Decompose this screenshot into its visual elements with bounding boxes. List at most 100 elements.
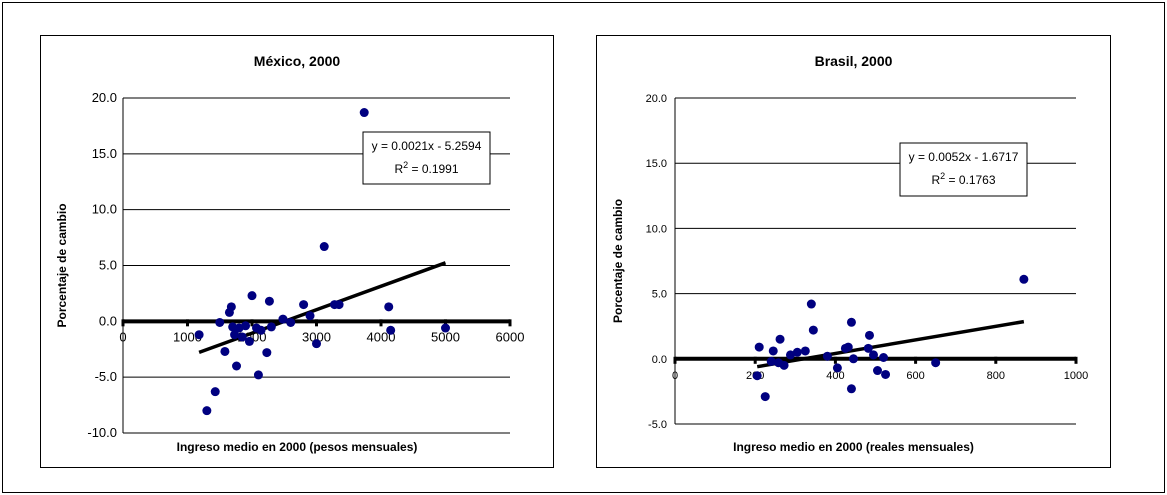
y-axis-title: Porcentaje de cambio <box>611 199 625 323</box>
data-point <box>384 302 394 312</box>
chart-mexico: México, 2000 -10.0 -5.0 0.0 5.0 10.0 15.0 20.0 0… <box>40 35 554 468</box>
y-tick-label: 20.0 <box>92 90 117 105</box>
x-axis-title: Ingreso medio en 2000 (reales mensuales) <box>733 440 974 454</box>
data-point <box>232 361 242 371</box>
r-squared-label: R2 = 0.1991 <box>394 160 458 176</box>
r-squared-symbol: R <box>394 162 403 176</box>
data-point <box>768 346 778 356</box>
data-point <box>843 342 853 352</box>
y-tick-label: -10.0 <box>87 425 117 440</box>
data-point <box>244 336 254 346</box>
data-point <box>319 242 329 252</box>
data-point <box>441 323 450 333</box>
data-point <box>299 300 309 310</box>
data-point <box>256 325 266 335</box>
x-tick-label: 1000 <box>173 329 202 344</box>
data-point <box>785 350 795 360</box>
x-tick-label: 5000 <box>431 329 460 344</box>
data-point <box>863 343 873 353</box>
y-tick-label: 0.0 <box>99 313 117 328</box>
data-point <box>881 369 891 379</box>
chart-title: Brasil, 2000 <box>815 53 893 69</box>
y-tick-label: -5.0 <box>95 369 117 384</box>
data-point <box>262 348 272 358</box>
x-tick-label: 0 <box>672 370 678 382</box>
data-point <box>264 296 274 306</box>
x-tick-label: 3000 <box>302 329 331 344</box>
r-squared-exponent: 2 <box>940 171 945 181</box>
data-point <box>868 350 878 360</box>
data-point <box>386 325 396 335</box>
y-tick-label: 5.0 <box>652 289 667 301</box>
data-point <box>210 387 220 397</box>
y-tick-label: 10.0 <box>92 202 117 217</box>
trendline <box>756 319 1025 369</box>
y-tick-label: 5.0 <box>99 258 117 273</box>
chart-border <box>40 35 554 468</box>
y-tick-label: 15.0 <box>92 146 117 161</box>
r-squared-value: = 0.1991 <box>408 162 459 176</box>
y-tick-label: 15.0 <box>646 158 667 170</box>
data-point <box>846 317 856 327</box>
y-tick-label: 10.0 <box>646 223 667 235</box>
data-point <box>241 321 251 331</box>
data-point <box>800 346 810 356</box>
y-tick-label: 0.0 <box>652 354 667 366</box>
y-tick-label: -5.0 <box>648 419 667 431</box>
data-point <box>752 371 762 381</box>
data-point <box>766 356 776 366</box>
r-squared-value: = 0.1763 <box>945 173 996 187</box>
data-point <box>775 334 785 344</box>
data-point <box>779 360 789 370</box>
y-tick-label: 20.0 <box>646 93 667 105</box>
chart-title: México, 2000 <box>254 53 341 69</box>
data-point <box>1019 274 1029 284</box>
data-point <box>230 330 240 340</box>
x-tick-label: 1000 <box>1064 370 1088 382</box>
data-point <box>278 314 288 324</box>
data-point <box>359 108 369 118</box>
data-point <box>226 302 236 312</box>
r-squared-label: R2 = 0.1763 <box>931 171 995 187</box>
data-point <box>253 370 263 380</box>
data-point <box>848 354 858 364</box>
data-point <box>194 330 204 340</box>
chart-border <box>596 35 1111 468</box>
data-point <box>931 358 941 368</box>
chart-brasil: Brasil, 2000-5.00.05.010.015.020.0020040… <box>596 35 1111 468</box>
data-point <box>215 317 225 327</box>
data-point <box>237 332 247 342</box>
data-point <box>305 311 315 321</box>
data-point <box>832 363 842 373</box>
x-tick-label: 400 <box>826 370 844 382</box>
data-point <box>792 347 802 357</box>
data-point <box>873 366 883 376</box>
r-squared-symbol: R <box>931 173 940 187</box>
data-point <box>334 300 344 310</box>
x-tick-label: 6000 <box>496 329 525 344</box>
x-tick-label: 600 <box>906 370 924 382</box>
data-point <box>806 299 816 309</box>
x-tick-label: 0 <box>119 329 126 344</box>
x-tick-label: 800 <box>987 370 1005 382</box>
data-point <box>754 342 764 352</box>
data-point <box>846 384 856 394</box>
r-squared-exponent: 2 <box>403 160 408 170</box>
equation-box <box>899 142 1028 197</box>
data-point <box>220 346 230 356</box>
data-point <box>312 339 321 349</box>
data-point <box>864 330 874 340</box>
trendline-equation: y = 0.0021x - 5.2594 <box>372 139 482 153</box>
equation-box <box>362 131 491 185</box>
data-point <box>760 392 770 402</box>
data-point <box>822 351 832 361</box>
y-axis-title: Porcentaje de cambio <box>55 203 69 327</box>
data-point <box>266 322 276 332</box>
data-point <box>202 406 212 416</box>
data-point <box>286 317 296 327</box>
data-point <box>808 325 818 335</box>
trendline-equation: y = 0.0052x - 1.6717 <box>909 150 1019 164</box>
data-point <box>247 291 257 301</box>
data-point <box>879 352 889 362</box>
